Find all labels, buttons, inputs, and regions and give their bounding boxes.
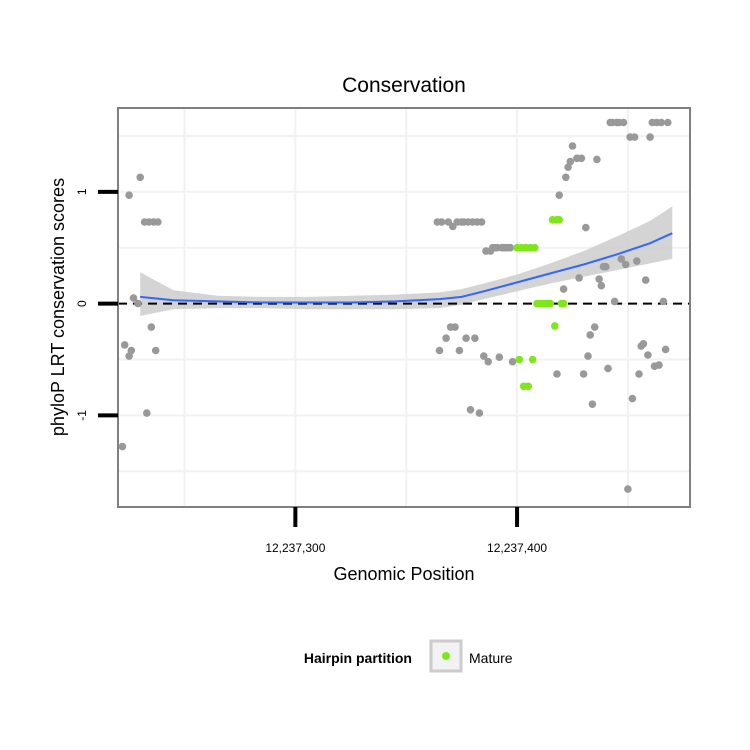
- point-other-6: [134, 299, 142, 308]
- point-other-14: [154, 218, 162, 226]
- point-other-57: [575, 274, 583, 282]
- point-other-61: [584, 352, 592, 360]
- point-other-77: [619, 118, 628, 127]
- smooth-trend-line: [140, 232, 673, 304]
- point-other-37: [484, 357, 493, 366]
- point-mature-19: [555, 216, 563, 224]
- point-other-93: [655, 361, 663, 369]
- y-tick-label-0: -1: [75, 410, 89, 421]
- point-mature-21: [559, 299, 568, 308]
- point-other-48: [508, 357, 517, 366]
- point-other-78: [621, 260, 630, 269]
- point-other-67: [597, 281, 606, 290]
- point-other-84: [635, 370, 643, 378]
- point-other-35: [480, 352, 488, 360]
- point-other-17: [437, 218, 446, 226]
- point-other-47: [506, 243, 515, 252]
- point-other-31: [471, 334, 479, 343]
- point-mature-1: [515, 355, 524, 364]
- point-mature-7: [528, 355, 537, 364]
- point-other-83: [633, 257, 641, 265]
- point-mature-15: [546, 299, 555, 308]
- point-other-18: [442, 334, 450, 343]
- point-other-34: [477, 218, 486, 226]
- point-other-22: [451, 323, 459, 331]
- point-other-79: [624, 485, 632, 493]
- point-other-4: [127, 346, 136, 355]
- point-other-86: [639, 340, 648, 348]
- point-other-54: [566, 157, 575, 166]
- point-other-11: [147, 323, 156, 331]
- point-other-96: [661, 345, 670, 354]
- point-other-63: [588, 400, 597, 409]
- point-other-0: [118, 442, 127, 451]
- point-other-65: [593, 155, 601, 164]
- legend-label-mature: Mature: [469, 650, 513, 666]
- point-other-87: [641, 276, 650, 284]
- point-other-89: [646, 133, 654, 141]
- y-axis-ticks: -1 0 1: [75, 188, 118, 421]
- point-other-7: [136, 173, 144, 182]
- point-other-73: [610, 297, 619, 306]
- point-other-62: [586, 331, 594, 339]
- point-other-88: [644, 351, 652, 359]
- point-other-3: [125, 191, 133, 199]
- point-other-49: [553, 370, 561, 378]
- point-other-70: [604, 364, 612, 373]
- point-other-97: [664, 118, 672, 127]
- point-other-52: [562, 173, 570, 182]
- point-other-64: [590, 323, 599, 331]
- point-other-13: [151, 346, 160, 355]
- point-other-5: [129, 294, 138, 302]
- legend-title: Hairpin partition: [304, 650, 412, 666]
- point-mature-8: [531, 243, 539, 252]
- point-other-94: [657, 118, 665, 127]
- point-other-81: [628, 394, 637, 403]
- point-other-82: [630, 133, 639, 141]
- y-tick-label-1: 0: [75, 300, 89, 307]
- point-other-95: [659, 297, 668, 306]
- y-axis-title: phyloP LRT conservation scores: [48, 178, 68, 436]
- point-other-60: [582, 223, 590, 232]
- point-other-16: [435, 346, 444, 355]
- point-other-9: [143, 409, 151, 417]
- point-other-24: [455, 346, 464, 355]
- point-mature-5: [524, 382, 532, 391]
- point-other-1: [120, 341, 129, 349]
- legend-mature-marker: [442, 652, 450, 660]
- point-other-33: [475, 409, 484, 417]
- point-other-51: [559, 285, 568, 293]
- point-other-55: [568, 142, 577, 150]
- panel-border: [117, 107, 691, 508]
- point-other-29: [466, 406, 475, 414]
- point-other-69: [602, 262, 610, 271]
- point-other-76: [617, 255, 626, 263]
- x-axis-ticks: 12,237,300 12,237,400: [265, 507, 547, 555]
- point-other-42: [495, 353, 504, 362]
- x-axis-title: Genomic Position: [333, 564, 474, 584]
- point-other-59: [579, 370, 588, 378]
- confidence-band: [140, 206, 673, 316]
- point-other-66: [595, 275, 603, 283]
- chart-title: Conservation: [342, 74, 466, 97]
- point-other-27: [462, 334, 470, 343]
- x-tick-label-0: 12,237,300: [265, 541, 325, 555]
- legend: Hairpin partition Mature: [304, 639, 513, 673]
- x-tick-label-1: 12,237,400: [487, 541, 547, 555]
- point-other-58: [577, 154, 586, 163]
- point-other-50: [555, 191, 563, 199]
- y-tick-label-2: 1: [75, 188, 89, 195]
- point-mature-17: [551, 322, 559, 330]
- data-points: [118, 118, 672, 493]
